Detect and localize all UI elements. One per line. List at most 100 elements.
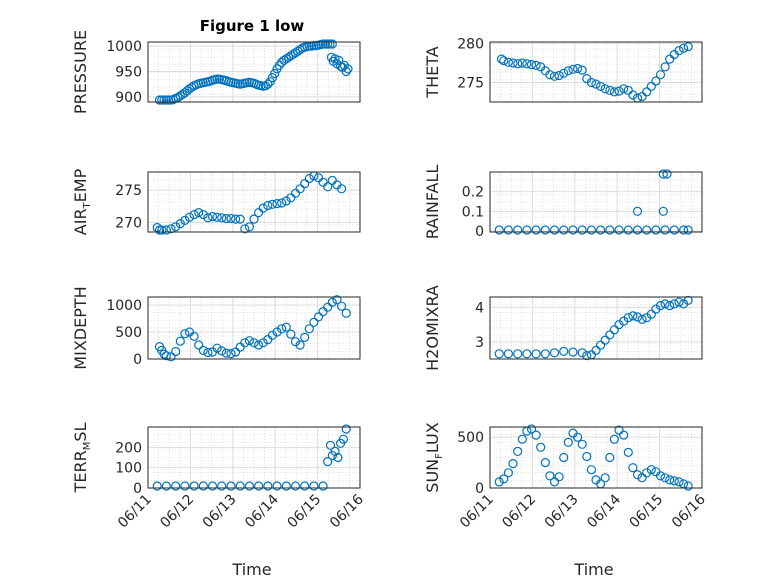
data-point xyxy=(499,474,509,484)
y-axis-label: RAINFALL xyxy=(423,165,442,240)
data-point xyxy=(175,336,185,346)
data-point xyxy=(674,45,684,56)
data-point xyxy=(572,63,583,74)
data-point xyxy=(660,225,670,235)
data-point xyxy=(586,77,597,88)
y-tick-label: 275 xyxy=(115,183,142,199)
data-point xyxy=(161,481,171,491)
axes-box xyxy=(147,296,361,360)
y-tick-label: 0.1 xyxy=(462,204,484,220)
data-point xyxy=(549,71,560,81)
data-point xyxy=(203,213,213,223)
axes-box xyxy=(489,426,703,489)
data-point xyxy=(660,473,670,483)
data-point xyxy=(203,347,213,358)
data-point xyxy=(632,225,643,235)
data-point xyxy=(194,340,204,350)
data-point xyxy=(503,349,513,359)
data-point xyxy=(180,215,190,225)
data-point xyxy=(609,434,620,444)
data-point xyxy=(290,48,301,58)
data-point xyxy=(609,325,620,335)
data-point xyxy=(658,169,668,179)
data-point xyxy=(513,59,523,69)
data-point xyxy=(632,206,643,216)
data-point xyxy=(175,91,185,101)
y-axis-label: AIRTEMP xyxy=(71,168,93,235)
data-point xyxy=(341,66,351,77)
data-point xyxy=(263,481,273,491)
data-point xyxy=(270,68,280,79)
data-point xyxy=(632,312,643,322)
data-point xyxy=(281,322,291,332)
data-point xyxy=(522,349,532,359)
data-point xyxy=(226,349,236,359)
data-point xyxy=(683,295,693,305)
data-point xyxy=(545,471,555,481)
data-point xyxy=(198,345,208,355)
data-point xyxy=(198,210,208,220)
data-point xyxy=(655,301,666,311)
data-point xyxy=(212,343,222,353)
data-point xyxy=(244,481,254,491)
data-point xyxy=(536,442,546,452)
y-axis-label: THETA xyxy=(423,46,442,98)
data-point xyxy=(337,184,347,194)
data-point xyxy=(171,481,181,491)
data-point xyxy=(494,477,504,487)
data-point xyxy=(323,302,333,312)
y-tick-label: 500 xyxy=(115,325,142,341)
data-point xyxy=(235,214,245,224)
data-point xyxy=(660,299,670,309)
minor-grid xyxy=(490,42,702,102)
data-point xyxy=(642,87,652,97)
data-point xyxy=(526,424,537,434)
data-point xyxy=(159,95,169,105)
data-point xyxy=(674,477,684,487)
data-point xyxy=(513,446,523,456)
data-point xyxy=(161,225,171,235)
data-point xyxy=(343,64,353,74)
data-point xyxy=(651,225,661,235)
data-point xyxy=(600,335,610,345)
data-point xyxy=(609,87,620,97)
data-point xyxy=(295,184,305,194)
data-point xyxy=(577,225,587,235)
data-point xyxy=(586,465,597,475)
data-point xyxy=(628,463,638,473)
data-point xyxy=(180,329,190,339)
data-point xyxy=(309,317,319,327)
data-point xyxy=(217,481,227,491)
data-point xyxy=(323,39,333,49)
data-point xyxy=(540,225,550,235)
data-point xyxy=(327,297,337,307)
data-point xyxy=(249,338,259,348)
data-point xyxy=(503,57,513,67)
data-point xyxy=(320,39,330,49)
axes-box xyxy=(147,426,361,489)
data-point xyxy=(207,211,218,222)
data-point xyxy=(637,91,647,102)
data-point xyxy=(563,66,573,76)
data-point xyxy=(605,330,615,340)
y-tick-label: 4 xyxy=(475,300,484,316)
minor-grid xyxy=(148,42,360,102)
data-point xyxy=(277,198,287,208)
data-point xyxy=(619,430,629,440)
data-point xyxy=(274,60,284,71)
data-point xyxy=(325,440,336,450)
y-axis-label: TERRMSL xyxy=(71,423,93,494)
series-sun_flux xyxy=(494,424,693,491)
data-point xyxy=(180,481,190,491)
data-point xyxy=(217,213,227,223)
data-point xyxy=(263,79,273,89)
data-point xyxy=(549,348,560,358)
data-point xyxy=(577,439,587,449)
data-point xyxy=(662,169,672,179)
data-point xyxy=(184,212,195,222)
data-point xyxy=(290,481,301,491)
data-point xyxy=(568,347,578,357)
data-point xyxy=(582,351,592,361)
data-point xyxy=(226,481,236,491)
